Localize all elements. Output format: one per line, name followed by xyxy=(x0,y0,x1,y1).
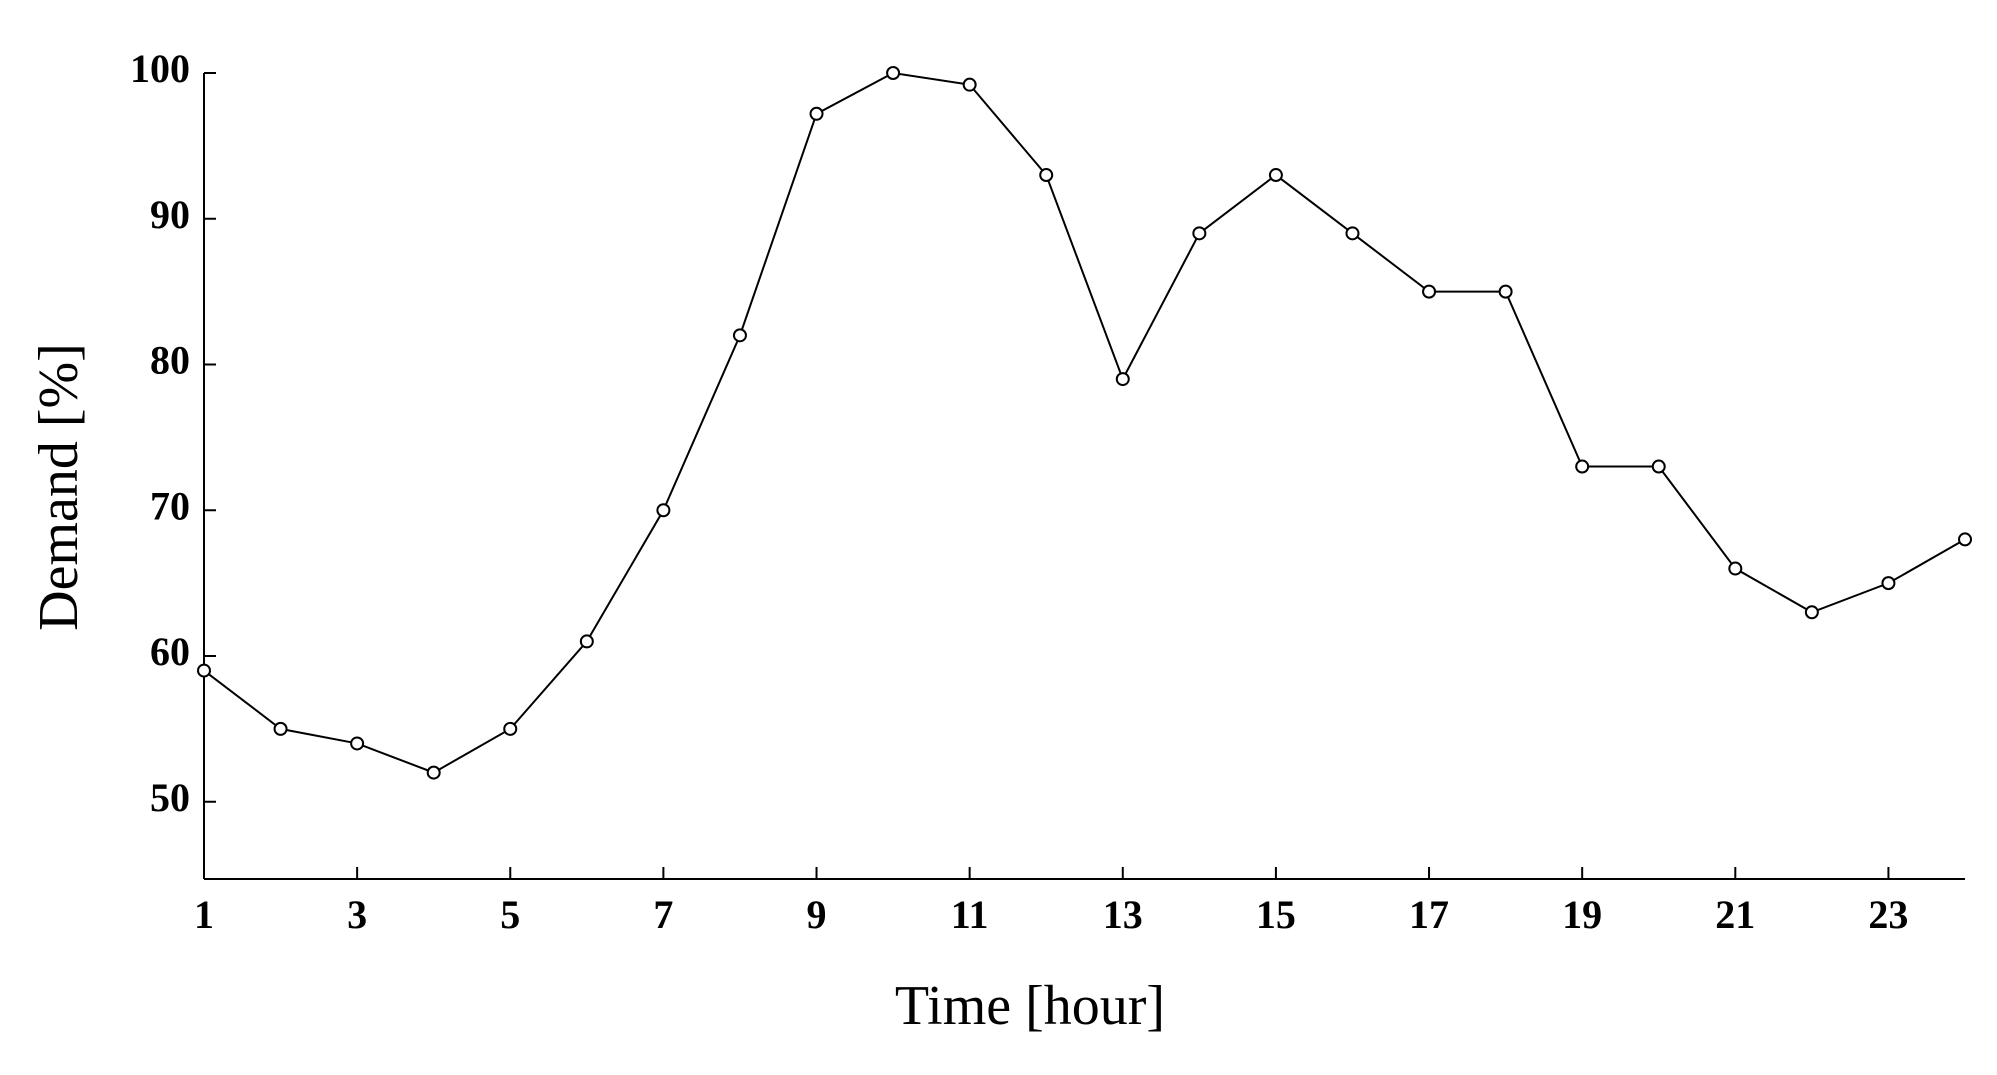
y-axis-title: Demand [%] xyxy=(28,343,90,631)
marker xyxy=(1881,576,1896,591)
marker xyxy=(809,106,824,121)
marker xyxy=(1115,372,1130,387)
marker xyxy=(1498,284,1513,299)
x-tick-label: 17 xyxy=(1409,892,1449,937)
marker xyxy=(1728,561,1743,576)
marker xyxy=(732,328,747,343)
x-tick-label: 5 xyxy=(500,892,520,937)
y-tick-label: 90 xyxy=(150,192,190,237)
marker xyxy=(1268,168,1283,183)
line xyxy=(203,71,1966,774)
marker xyxy=(1958,532,1972,547)
marker xyxy=(886,66,901,80)
y-tick-label: 60 xyxy=(150,629,190,674)
marker xyxy=(1039,168,1054,183)
x-tick-label: 15 xyxy=(1256,892,1296,937)
y-tick-label: 70 xyxy=(150,483,190,528)
marker xyxy=(1651,459,1666,474)
marker xyxy=(656,503,671,518)
marker xyxy=(426,765,441,780)
marker xyxy=(1192,226,1207,241)
x-tick-label: 21 xyxy=(1715,892,1755,937)
marker xyxy=(1345,226,1360,241)
marker xyxy=(503,721,518,736)
x-tick-label: 3 xyxy=(347,892,367,937)
x-tick-label: 19 xyxy=(1562,892,1602,937)
y-tick-label: 50 xyxy=(150,775,190,820)
marker xyxy=(579,634,594,649)
marker xyxy=(1422,284,1437,299)
marker xyxy=(1804,605,1819,620)
marker xyxy=(273,721,288,736)
x-tick-label: 7 xyxy=(653,892,673,937)
x-tick-label: 9 xyxy=(807,892,827,937)
x-tick-label: 11 xyxy=(951,892,989,937)
marker xyxy=(1575,459,1590,474)
marker xyxy=(350,736,365,751)
marker xyxy=(197,663,211,678)
y-tick-label: 100 xyxy=(130,46,190,91)
x-axis-title: Time [hour] xyxy=(895,975,1165,1037)
x-tick-label: 23 xyxy=(1868,892,1908,937)
x-tick-label: 1 xyxy=(194,892,214,937)
x-tick-label: 13 xyxy=(1103,892,1143,937)
marker xyxy=(962,77,977,92)
y-tick-label: 80 xyxy=(150,338,190,383)
